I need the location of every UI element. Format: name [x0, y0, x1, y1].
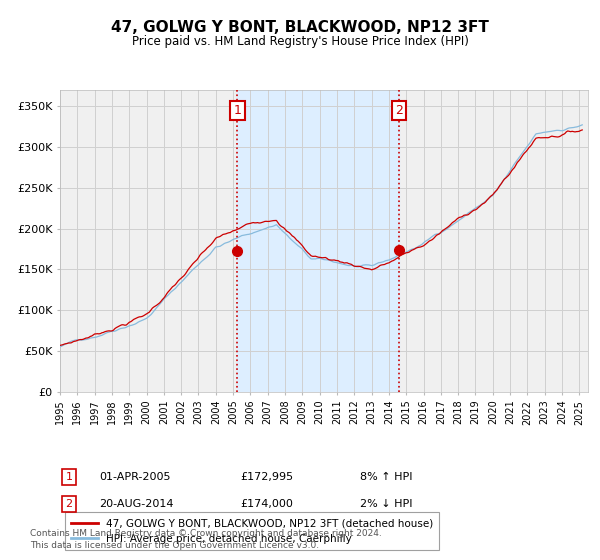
Text: £174,000: £174,000 — [240, 499, 293, 509]
Text: 01-APR-2005: 01-APR-2005 — [99, 472, 170, 482]
Text: 8% ↑ HPI: 8% ↑ HPI — [360, 472, 413, 482]
Text: 2: 2 — [395, 104, 403, 117]
Bar — [238, 90, 399, 392]
Text: Contains HM Land Registry data © Crown copyright and database right 2024.: Contains HM Land Registry data © Crown c… — [30, 529, 382, 538]
Text: This data is licensed under the Open Government Licence v3.0.: This data is licensed under the Open Gov… — [30, 542, 319, 550]
Text: 20-AUG-2014: 20-AUG-2014 — [99, 499, 173, 509]
Text: 2% ↓ HPI: 2% ↓ HPI — [360, 499, 413, 509]
Text: 1: 1 — [65, 472, 73, 482]
Text: 47, GOLWG Y BONT, BLACKWOOD, NP12 3FT: 47, GOLWG Y BONT, BLACKWOOD, NP12 3FT — [111, 20, 489, 35]
Text: 1: 1 — [233, 104, 241, 117]
Text: 2: 2 — [65, 499, 73, 509]
Text: Price paid vs. HM Land Registry's House Price Index (HPI): Price paid vs. HM Land Registry's House … — [131, 35, 469, 48]
Legend: 47, GOLWG Y BONT, BLACKWOOD, NP12 3FT (detached house), HPI: Average price, deta: 47, GOLWG Y BONT, BLACKWOOD, NP12 3FT (d… — [65, 512, 439, 550]
Text: £172,995: £172,995 — [240, 472, 293, 482]
